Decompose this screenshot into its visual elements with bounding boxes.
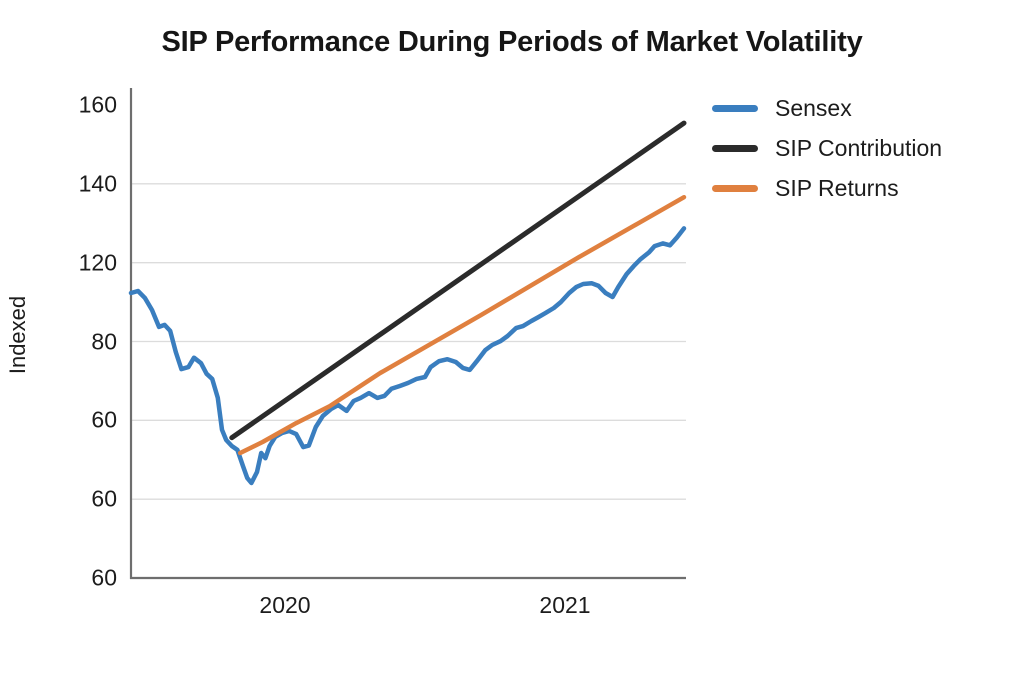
legend-swatch-icon [712,184,758,192]
legend: Sensex SIP Contribution SIP Returns [712,88,942,208]
y-tick-label: 80 [91,328,117,354]
legend-label: Sensex [775,94,852,121]
legend-item: SIP Contribution [712,128,942,168]
x-tick-label: 2021 [539,592,591,618]
series-line-sensex [128,226,687,486]
y-tick-label: 120 [78,249,117,276]
y-tick-label: 60 [91,406,117,433]
legend-item: Sensex [712,88,942,128]
y-tick-label: 60 [91,485,117,512]
x-tick-label: 2020 [259,592,311,618]
legend-label: SIP Contribution [775,134,943,161]
legend-item: SIP Returns [712,168,942,208]
y-tick-label: 60 [91,564,117,591]
legend-swatch-icon [712,144,758,152]
series-line-sip-contribution [229,120,687,441]
legend-swatch-icon [712,104,758,112]
legend-label: SIP Returns [775,174,899,201]
y-tick-label: 160 [78,91,117,118]
y-tick-label: 140 [78,170,117,197]
chart-title: SIP Performance During Periods of Market… [161,26,863,58]
series-line-sip-returns [237,194,687,456]
